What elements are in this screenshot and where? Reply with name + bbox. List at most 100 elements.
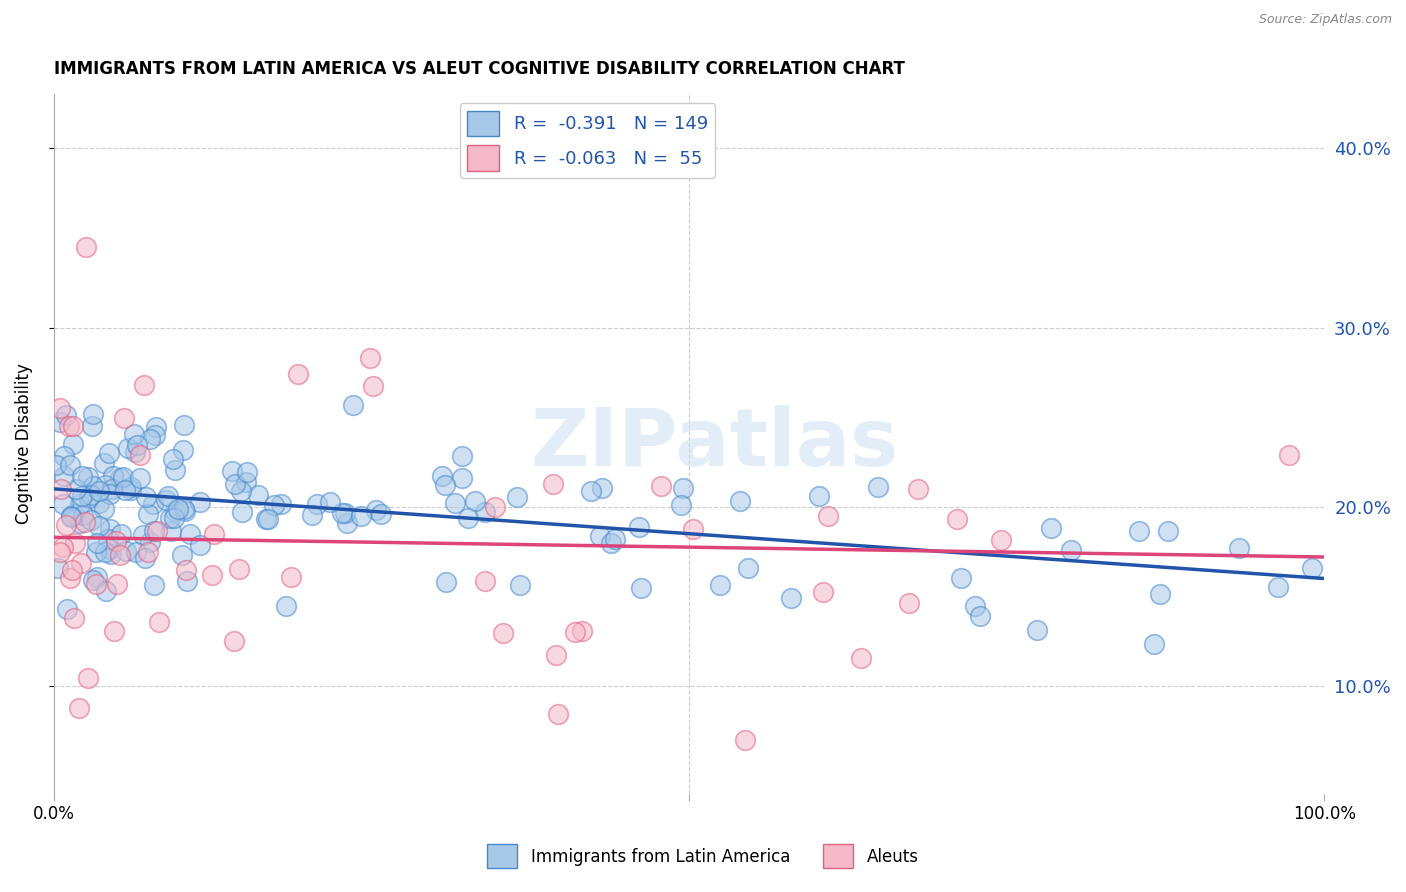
Point [86, 536, 108, 550]
Point [110, 471, 132, 485]
Point [898, 596, 921, 610]
Point [780, 591, 803, 605]
Point [52, 497, 75, 511]
Point [591, 481, 613, 495]
Point [866, 480, 889, 494]
Point [98, 541, 121, 556]
Point [202, 527, 225, 541]
Text: ZIPatlas: ZIPatlas [530, 405, 898, 483]
Point [132, 528, 155, 542]
Point [474, 574, 496, 588]
Point [51, 482, 73, 496]
Point [849, 651, 872, 665]
Point [163, 504, 186, 518]
Point [63, 611, 86, 625]
Point [129, 471, 152, 485]
Point [97, 446, 120, 460]
Point [1227, 541, 1250, 555]
Point [49, 415, 72, 429]
Point [69, 516, 91, 530]
Point [69, 497, 91, 511]
Point [709, 578, 731, 592]
Point [70, 469, 93, 483]
Point [70, 489, 93, 503]
Point [907, 482, 929, 496]
Point [172, 548, 194, 562]
Point [817, 508, 839, 523]
Point [60, 563, 83, 577]
Point [600, 536, 623, 550]
Point [605, 532, 627, 546]
Point [280, 570, 302, 584]
Point [94, 584, 117, 599]
Point [89, 496, 111, 510]
Point [67, 700, 90, 714]
Point [543, 477, 565, 491]
Point [318, 495, 340, 509]
Point [330, 506, 353, 520]
Point [148, 615, 170, 630]
Point [82, 407, 104, 421]
Point [62, 436, 84, 450]
Point [669, 498, 692, 512]
Point [125, 545, 148, 559]
Point [287, 367, 309, 381]
Point [1267, 580, 1289, 594]
Point [176, 574, 198, 588]
Point [173, 504, 195, 518]
Point [235, 475, 257, 490]
Point [256, 511, 278, 525]
Point [509, 578, 531, 592]
Point [179, 527, 201, 541]
Point [734, 732, 756, 747]
Point [115, 544, 138, 558]
Point [136, 507, 159, 521]
Point [84, 577, 107, 591]
Point [80, 488, 103, 502]
Point [59, 509, 82, 524]
Point [945, 512, 967, 526]
Point [145, 420, 167, 434]
Point [112, 411, 135, 425]
Point [336, 516, 359, 531]
Point [98, 487, 121, 501]
Point [72, 508, 94, 523]
Point [86, 545, 108, 559]
Text: Source: ZipAtlas.com: Source: ZipAtlas.com [1258, 13, 1392, 27]
Point [111, 470, 134, 484]
Point [55, 517, 77, 532]
Point [136, 545, 159, 559]
Point [201, 568, 224, 582]
Point [350, 508, 373, 523]
Point [60, 509, 83, 524]
Point [366, 502, 388, 516]
Point [159, 510, 181, 524]
Point [49, 401, 72, 416]
Point [307, 497, 329, 511]
Point [77, 672, 100, 686]
Point [370, 507, 392, 521]
Point [105, 534, 128, 549]
Point [86, 570, 108, 584]
Point [430, 468, 453, 483]
Point [224, 477, 246, 491]
Point [122, 426, 145, 441]
Point [228, 562, 250, 576]
Point [100, 482, 122, 496]
Point [247, 488, 270, 502]
Point [82, 479, 104, 493]
Point [811, 585, 834, 599]
Point [167, 502, 190, 516]
Point [59, 458, 82, 473]
Point [1157, 524, 1180, 538]
Point [162, 452, 184, 467]
Point [333, 506, 356, 520]
Point [45, 458, 67, 472]
Point [434, 478, 457, 492]
Point [222, 634, 245, 648]
Point [174, 563, 197, 577]
Point [52, 450, 75, 464]
Point [94, 545, 117, 559]
Point [359, 351, 381, 365]
Point [1060, 543, 1083, 558]
